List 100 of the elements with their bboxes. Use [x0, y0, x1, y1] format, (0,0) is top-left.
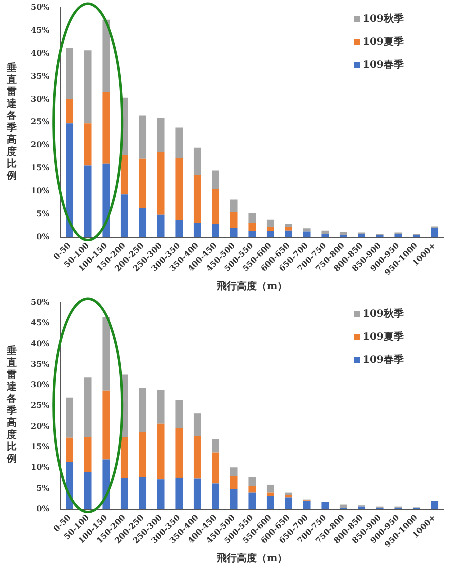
bar [212, 439, 220, 453]
bar [194, 414, 202, 436]
bar [248, 486, 256, 493]
y-tick-label: 20% [31, 140, 50, 150]
bar [176, 428, 184, 478]
bar [157, 152, 165, 215]
y-tick-label: 0% [36, 503, 50, 514]
bar [230, 490, 238, 510]
bar [66, 99, 74, 124]
bar [266, 220, 274, 228]
bar [139, 477, 147, 510]
bar [340, 232, 348, 236]
bar [358, 234, 366, 238]
bar [157, 390, 165, 424]
y-tick-label: 10% [31, 462, 50, 472]
bar [266, 492, 274, 496]
bar [285, 224, 293, 228]
bar [139, 208, 147, 238]
bar [431, 228, 439, 238]
bar [285, 230, 293, 238]
bar [230, 476, 238, 490]
bar [248, 492, 256, 510]
x-axis-title: 飛行高度（m） [216, 552, 288, 565]
bar [266, 227, 274, 232]
bar [120, 194, 128, 238]
legend-label: 109春季 [363, 354, 404, 367]
bar [394, 234, 402, 238]
bar [176, 158, 184, 220]
bar [303, 232, 311, 238]
bar [157, 424, 165, 480]
bar [66, 438, 74, 462]
y-tick-label: 40% [31, 338, 50, 348]
bar [84, 472, 92, 510]
bar [285, 492, 293, 496]
bar [285, 227, 293, 231]
y-tick-label: 20% [31, 420, 50, 431]
bar [176, 220, 184, 238]
bar [139, 432, 147, 478]
y-tick-label: 15% [31, 162, 50, 173]
bar [139, 388, 147, 432]
x-axis-title: 飛行高度（m） [216, 280, 288, 293]
y-tick-label: 5% [36, 208, 50, 218]
bar [285, 495, 293, 498]
y-tick-label: 30% [31, 94, 50, 104]
bar [120, 155, 128, 195]
y-tick-label: 5% [36, 482, 50, 493]
bar [266, 496, 274, 510]
y-tick-label: 35% [31, 358, 50, 369]
legend-label: 109夏季 [363, 36, 404, 49]
text: 垂直雷達各季高度比例 [7, 62, 17, 182]
bar [66, 48, 74, 100]
y-tick-label: 15% [31, 441, 50, 452]
bar [194, 436, 202, 479]
legend-label: 109秋季 [363, 12, 404, 26]
bar [322, 234, 330, 238]
bar [176, 478, 184, 510]
legend-label: 109夏季 [363, 330, 404, 344]
bar [120, 478, 128, 510]
y-tick-label: 10% [31, 186, 50, 196]
y-tick-label: 50% [31, 297, 50, 308]
y-tick-label: 45% [31, 318, 50, 328]
bar [340, 504, 348, 508]
bar [102, 390, 110, 460]
bar [84, 378, 92, 438]
bar [248, 231, 256, 238]
bar [431, 501, 439, 510]
bar [230, 200, 238, 213]
bar [303, 501, 311, 510]
y-tick-label: 25% [31, 400, 50, 410]
bar [285, 498, 293, 510]
bar [157, 214, 165, 238]
bar [248, 213, 256, 224]
bar [84, 124, 92, 166]
bar [157, 118, 165, 152]
bar [194, 148, 202, 176]
bar [212, 452, 220, 484]
bar [212, 224, 220, 238]
bar [248, 477, 256, 486]
bar [102, 317, 110, 391]
text: 垂直雷達各季高度比例 [7, 346, 17, 466]
bar [66, 124, 74, 238]
legend-label: 109秋季 [363, 308, 404, 321]
bar [120, 437, 128, 478]
y-tick-label: 30% [31, 380, 50, 390]
bar [212, 170, 220, 190]
bar [84, 437, 92, 472]
bar [176, 128, 184, 158]
bar [102, 92, 110, 164]
bar [66, 398, 74, 438]
bar [102, 20, 110, 92]
bar [230, 212, 238, 228]
bar [230, 468, 238, 476]
bar [212, 189, 220, 224]
legend-label: 109春季 [363, 58, 404, 72]
bar [212, 484, 220, 510]
bar [139, 158, 147, 208]
bar [248, 224, 256, 232]
bar [266, 484, 274, 493]
bar [84, 50, 92, 124]
y-tick-label: 45% [31, 25, 50, 36]
